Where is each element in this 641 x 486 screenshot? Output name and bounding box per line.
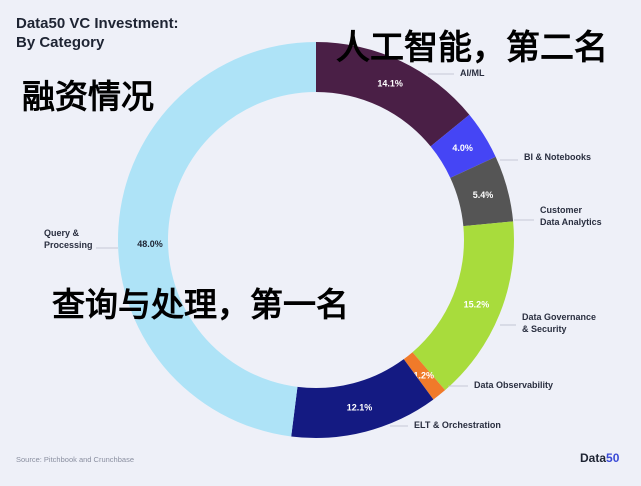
slice-customer-data-analytics xyxy=(450,156,514,227)
brand-logo: Data50 xyxy=(580,451,619,465)
value-label: 12.1% xyxy=(347,402,373,412)
value-label: 15.2% xyxy=(464,300,490,310)
value-label: 5.4% xyxy=(473,190,494,200)
category-label: BI & Notebooks xyxy=(524,152,591,162)
value-label: 1.2% xyxy=(413,370,434,380)
value-label: 4.0% xyxy=(452,143,473,153)
category-label: AI/ML xyxy=(460,68,485,78)
logo-text: Data xyxy=(580,451,607,465)
source-note: Source: Pitchbook and Crunchbase xyxy=(16,455,134,464)
overlay-ai-rank: 人工智能，第二名 xyxy=(336,28,608,68)
chart-title-line2: By Category xyxy=(16,34,105,51)
overlay-query-rank: 查询与处理，第一名 xyxy=(52,285,349,324)
chart-title: Data50 VC Investment: By Category xyxy=(16,14,179,52)
slice-data-observability xyxy=(403,352,446,400)
slice-elt-orchestration xyxy=(291,359,434,438)
logo-accent: 50 xyxy=(606,451,620,465)
slice-query-processing xyxy=(117,42,316,437)
category-label: Customer Data Analytics xyxy=(540,205,602,227)
value-label: 14.1% xyxy=(377,79,403,89)
value-label: 48.0% xyxy=(137,239,163,249)
category-label: Query & Processing xyxy=(44,228,93,250)
category-label: Data Observability xyxy=(474,380,553,390)
category-label: ELT & Orchestration xyxy=(414,420,501,430)
slice-ai-ml xyxy=(316,42,470,147)
category-label: Data Governance & Security xyxy=(522,312,596,334)
chart-title-line1: Data50 VC Investment: xyxy=(16,15,179,32)
slice-bi-notebooks xyxy=(430,114,496,178)
overlay-funding: 融资情况 xyxy=(22,77,154,116)
slice-data-governance-security xyxy=(412,221,514,391)
